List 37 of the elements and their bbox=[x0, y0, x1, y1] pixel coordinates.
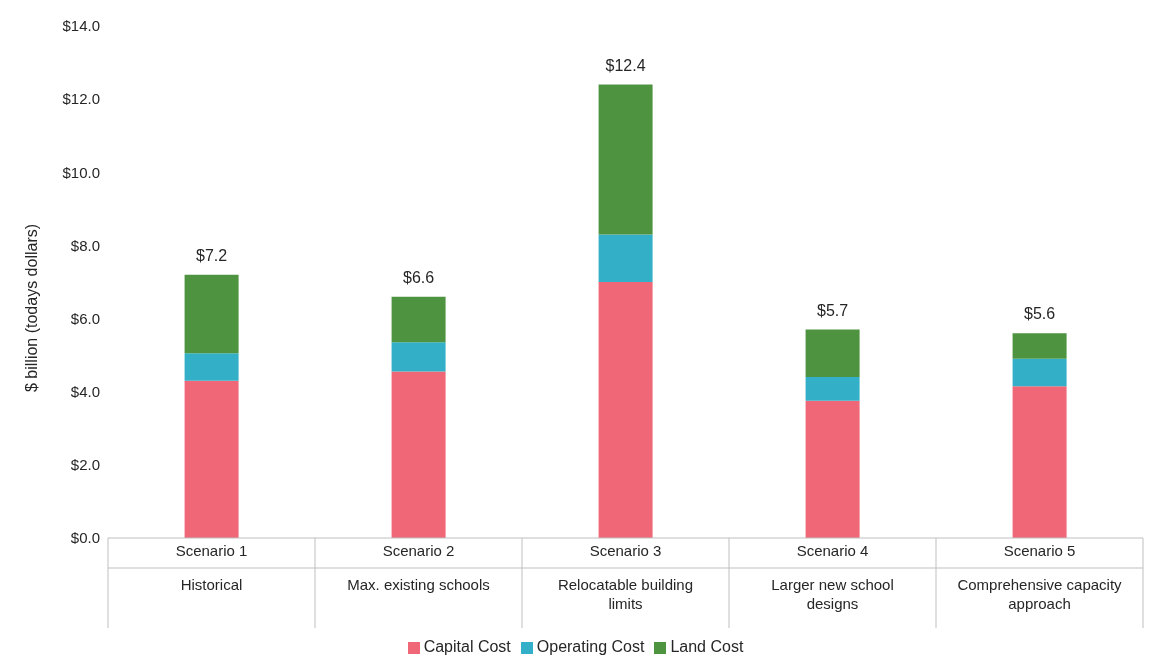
y-axis-title: $ billion (todays dollars) bbox=[22, 223, 40, 392]
legend-label: Capital Cost bbox=[423, 638, 511, 655]
total-label: $5.6 bbox=[1024, 305, 1056, 323]
legend-label: Land Cost bbox=[670, 638, 744, 655]
bar bbox=[1012, 358, 1067, 387]
total-label: $6.6 bbox=[403, 268, 435, 286]
bar bbox=[184, 380, 239, 538]
bar bbox=[1012, 333, 1067, 359]
bar bbox=[805, 400, 860, 538]
bar bbox=[391, 371, 446, 538]
y-tick-label: $14.0 bbox=[62, 17, 100, 35]
bar bbox=[805, 329, 860, 378]
y-tick-label: $10.0 bbox=[62, 163, 100, 181]
x-tick-label: Scenario 1 Historical bbox=[175, 542, 248, 593]
bar bbox=[598, 234, 653, 282]
bar bbox=[598, 282, 653, 538]
bar bbox=[184, 274, 239, 354]
total-label: $7.2 bbox=[196, 246, 228, 264]
y-tick-label: $8.0 bbox=[70, 236, 100, 254]
bar bbox=[805, 377, 860, 401]
y-tick-label: $12.0 bbox=[62, 90, 100, 108]
x-tick-label: Scenario 4 Larger new school designs bbox=[771, 542, 894, 612]
x-tick-label: Scenario 3 Relocatable building limits bbox=[557, 542, 694, 612]
y-tick-label: $6.0 bbox=[70, 309, 100, 327]
x-tick-label: Scenario 5 Comprehensive capacity approach bbox=[957, 542, 1123, 612]
x-tick-label: Scenario 2 Max. existing schools bbox=[347, 542, 490, 593]
bar bbox=[184, 353, 239, 381]
y-tick-label: $0.0 bbox=[70, 529, 100, 547]
y-tick-label: $2.0 bbox=[70, 456, 100, 474]
bar bbox=[391, 342, 446, 372]
total-label: $12.4 bbox=[605, 56, 646, 74]
legend-label: Operating Cost bbox=[536, 638, 645, 655]
bar bbox=[391, 296, 446, 343]
y-tick-label: $4.0 bbox=[70, 383, 100, 401]
total-label: $5.7 bbox=[817, 301, 849, 319]
bar bbox=[598, 84, 653, 235]
bar bbox=[1012, 386, 1067, 538]
